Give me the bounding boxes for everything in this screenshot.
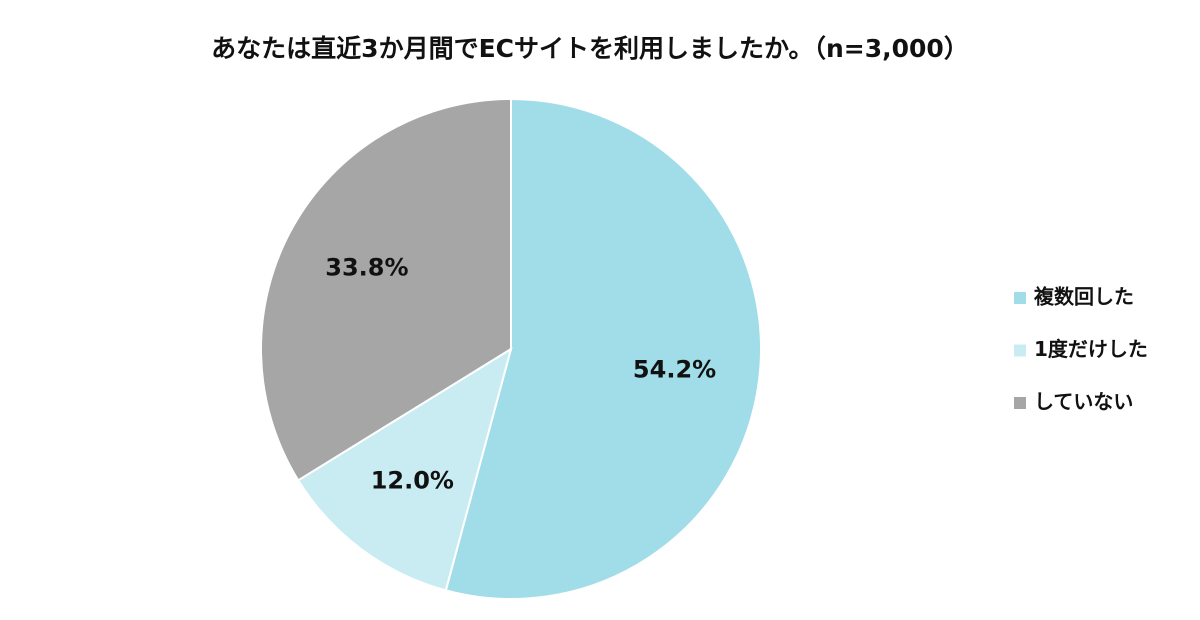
data-label: 54.2% bbox=[633, 356, 716, 384]
legend-label: 1度だけした bbox=[1034, 337, 1148, 361]
legend-label: 複数回した bbox=[1034, 285, 1134, 309]
data-label: 33.8% bbox=[325, 254, 408, 282]
legend-swatch bbox=[1014, 344, 1026, 357]
pie-slice bbox=[296, 346, 513, 592]
pie-slice bbox=[444, 97, 763, 600]
chart-title: あなたは直近3か月間でECサイトを利用しましたか。（n=3,000） bbox=[211, 34, 969, 63]
pie-slice bbox=[260, 97, 512, 482]
data-label: 12.0% bbox=[371, 466, 454, 494]
legend-label: していない bbox=[1034, 390, 1133, 414]
legend-swatch bbox=[1014, 292, 1026, 304]
legend-swatch bbox=[1014, 397, 1026, 409]
